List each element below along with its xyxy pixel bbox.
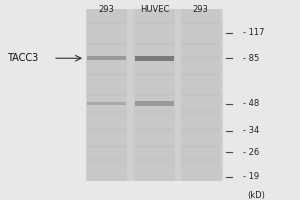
Text: - 34: - 34 [243, 126, 259, 135]
Bar [88, 159, 126, 161]
Bar [87, 56, 126, 60]
Bar [182, 94, 220, 96]
Bar [1, 1, 86, 190]
Bar [136, 159, 173, 161]
Bar [86, 9, 127, 181]
Bar [182, 56, 220, 59]
Bar [182, 111, 220, 113]
Bar [136, 145, 173, 148]
Text: 293: 293 [99, 5, 115, 14]
Bar [136, 94, 173, 96]
Bar [88, 94, 126, 96]
Text: - 26: - 26 [243, 148, 259, 157]
Bar [136, 73, 173, 76]
Bar [86, 9, 223, 181]
Bar [88, 128, 126, 131]
Bar [182, 159, 220, 161]
Bar [88, 43, 126, 45]
Bar [181, 9, 221, 181]
Bar [182, 128, 220, 131]
Bar [182, 43, 220, 45]
Text: TACC3: TACC3 [7, 53, 38, 63]
Text: (kD): (kD) [247, 191, 265, 200]
Text: HUVEC: HUVEC [140, 5, 169, 14]
Bar [182, 73, 220, 76]
Bar [88, 56, 126, 59]
Text: - 85: - 85 [243, 54, 259, 63]
Text: 293: 293 [193, 5, 209, 14]
Text: - 19: - 19 [243, 172, 259, 181]
Bar [136, 22, 173, 24]
Bar [135, 56, 174, 61]
Text: - 117: - 117 [243, 28, 264, 37]
Bar [136, 56, 173, 59]
Text: - 48: - 48 [243, 99, 259, 108]
Bar [182, 22, 220, 24]
Bar [88, 22, 126, 24]
Bar [182, 145, 220, 148]
Bar [88, 145, 126, 148]
Bar [136, 128, 173, 131]
Bar [88, 111, 126, 113]
Bar [223, 1, 299, 190]
Bar [134, 9, 175, 181]
Bar [135, 101, 174, 106]
Bar [87, 102, 126, 105]
Bar [136, 43, 173, 45]
Bar [136, 111, 173, 113]
Bar [88, 73, 126, 76]
